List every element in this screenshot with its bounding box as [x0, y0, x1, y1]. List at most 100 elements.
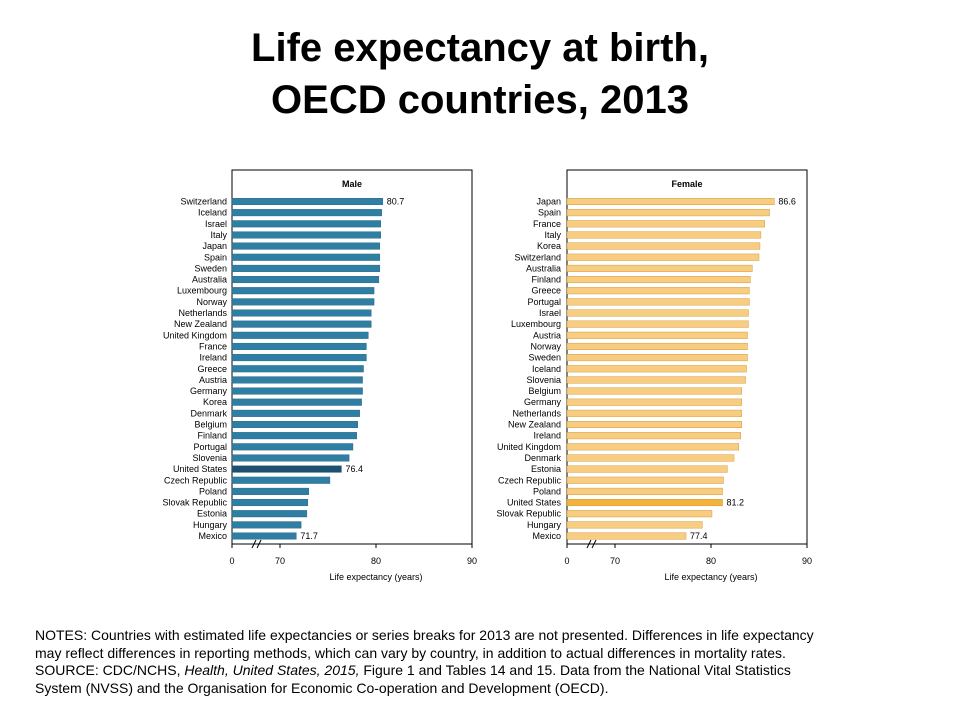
bar-new-zealand — [231, 320, 372, 328]
bar-israel — [231, 220, 382, 228]
bar-united-kingdom — [566, 443, 740, 451]
bar-denmark — [566, 454, 735, 462]
x-tick-label-0: 0 — [564, 556, 569, 566]
source-prefix: SOURCE: CDC/NCHS, — [35, 662, 185, 678]
bar-greece — [566, 287, 750, 295]
bar-austria — [231, 376, 363, 384]
category-label-japan: Japan — [202, 241, 227, 251]
bar-netherlands — [231, 309, 372, 317]
x-tick-label-90: 90 — [467, 556, 477, 566]
bar-japan — [566, 197, 775, 205]
category-label-italy: Italy — [544, 230, 561, 240]
bar-estonia — [566, 465, 728, 473]
bar-japan — [231, 242, 381, 250]
notes-line: NOTES: Countries with estimated life exp… — [35, 627, 814, 643]
category-label-denmark: Denmark — [524, 453, 561, 463]
category-label-france: France — [199, 341, 227, 351]
bar-italy — [566, 231, 762, 239]
bar-slovak-republic — [566, 510, 713, 518]
category-label-luxembourg: Luxembourg — [177, 286, 227, 296]
bar-switzerland — [566, 253, 760, 261]
bar-slovenia — [566, 376, 746, 384]
data-label-switzerland: 80.7 — [387, 197, 405, 207]
category-label-luxembourg: Luxembourg — [511, 319, 561, 329]
chart-panel-title: Female — [671, 179, 702, 189]
bar-austria — [566, 331, 748, 339]
category-label-ireland: Ireland — [533, 431, 561, 441]
source-line: SOURCE: CDC/NCHS, Health, United States,… — [35, 662, 935, 680]
category-label-belgium: Belgium — [194, 420, 227, 430]
data-label-mexico: 71.7 — [300, 531, 318, 541]
category-label-spain: Spain — [538, 208, 561, 218]
category-label-united-kingdom: United Kingdom — [163, 330, 227, 340]
category-label-slovenia: Slovenia — [526, 375, 561, 385]
axis-break-mark — [591, 539, 597, 549]
bar-norway — [231, 298, 375, 306]
category-label-spain: Spain — [204, 252, 227, 262]
bar-czech-republic — [566, 476, 724, 484]
bar-new-zealand — [566, 421, 742, 429]
category-label-united-states: United States — [173, 464, 228, 474]
bar-portugal — [566, 298, 750, 306]
category-label-switzerland: Switzerland — [180, 197, 227, 207]
category-label-iceland: Iceland — [198, 208, 227, 218]
bar-israel — [566, 309, 749, 317]
category-label-ireland: Ireland — [199, 353, 227, 363]
category-label-australia: Australia — [192, 275, 227, 285]
category-label-czech-republic: Czech Republic — [498, 475, 562, 485]
category-label-france: France — [533, 219, 561, 229]
bar-luxembourg — [231, 287, 375, 295]
bar-ireland — [231, 354, 367, 362]
bar-netherlands — [566, 409, 742, 417]
category-label-germany: Germany — [524, 397, 562, 407]
page-title: Life expectancy at birth, OECD countries… — [0, 22, 960, 126]
bar-france — [231, 342, 367, 350]
male-chart: Male Switzerland 80.7 IcelandIsraelItalyJap… — [162, 169, 477, 582]
category-label-israel: Israel — [205, 219, 227, 229]
bar-hungary — [566, 521, 703, 529]
category-label-slovak-republic: Slovak Republic — [496, 509, 561, 519]
category-label-germany: Germany — [190, 386, 228, 396]
category-label-portugal: Portugal — [527, 297, 561, 307]
bar-denmark — [231, 409, 360, 417]
chart-panel-title: Male — [342, 179, 362, 189]
data-label-united-states: 81.2 — [727, 498, 745, 508]
category-label-mexico: Mexico — [532, 531, 561, 541]
category-label-austria: Austria — [199, 375, 227, 385]
data-label-japan: 86.6 — [778, 197, 796, 207]
bar-belgium — [231, 421, 358, 429]
bar-portugal — [231, 443, 354, 451]
data-label-united-states: 76.4 — [345, 464, 363, 474]
x-axis-title: Life expectancy (years) — [329, 572, 422, 582]
source-line: System (NVSS) and the Organisation for E… — [35, 679, 609, 696]
axis-break-mark — [256, 539, 262, 549]
category-label-greece: Greece — [197, 364, 227, 374]
category-label-switzerland: Switzerland — [514, 252, 561, 262]
category-label-norway: Norway — [530, 341, 561, 351]
category-label-finland: Finland — [531, 275, 561, 285]
category-label-greece: Greece — [531, 286, 561, 296]
category-label-korea: Korea — [537, 241, 561, 251]
category-label-australia: Australia — [526, 263, 561, 273]
bar-korea — [566, 242, 761, 250]
category-label-netherlands: Netherlands — [178, 308, 227, 318]
category-label-finland: Finland — [197, 431, 227, 441]
category-label-slovak-republic: Slovak Republic — [162, 498, 227, 508]
category-label-israel: Israel — [539, 308, 561, 318]
category-label-estonia: Estonia — [197, 509, 227, 519]
category-label-denmark: Denmark — [190, 408, 227, 418]
category-label-mexico: Mexico — [198, 531, 227, 541]
source-publication: Health, United States, 2015, — [184, 662, 360, 678]
bar-italy — [231, 231, 382, 239]
bar-united-kingdom — [231, 331, 369, 339]
bar-australia — [231, 276, 380, 284]
category-label-japan: Japan — [536, 197, 561, 207]
category-label-poland: Poland — [533, 486, 561, 496]
bar-estonia — [231, 510, 308, 518]
bar-iceland — [566, 365, 747, 373]
category-label-hungary: Hungary — [193, 520, 228, 530]
bar-france — [566, 220, 765, 228]
notes-line: may reflect differences in reporting met… — [35, 644, 786, 661]
category-label-united-kingdom: United Kingdom — [497, 442, 561, 452]
bar-norway — [566, 342, 748, 350]
